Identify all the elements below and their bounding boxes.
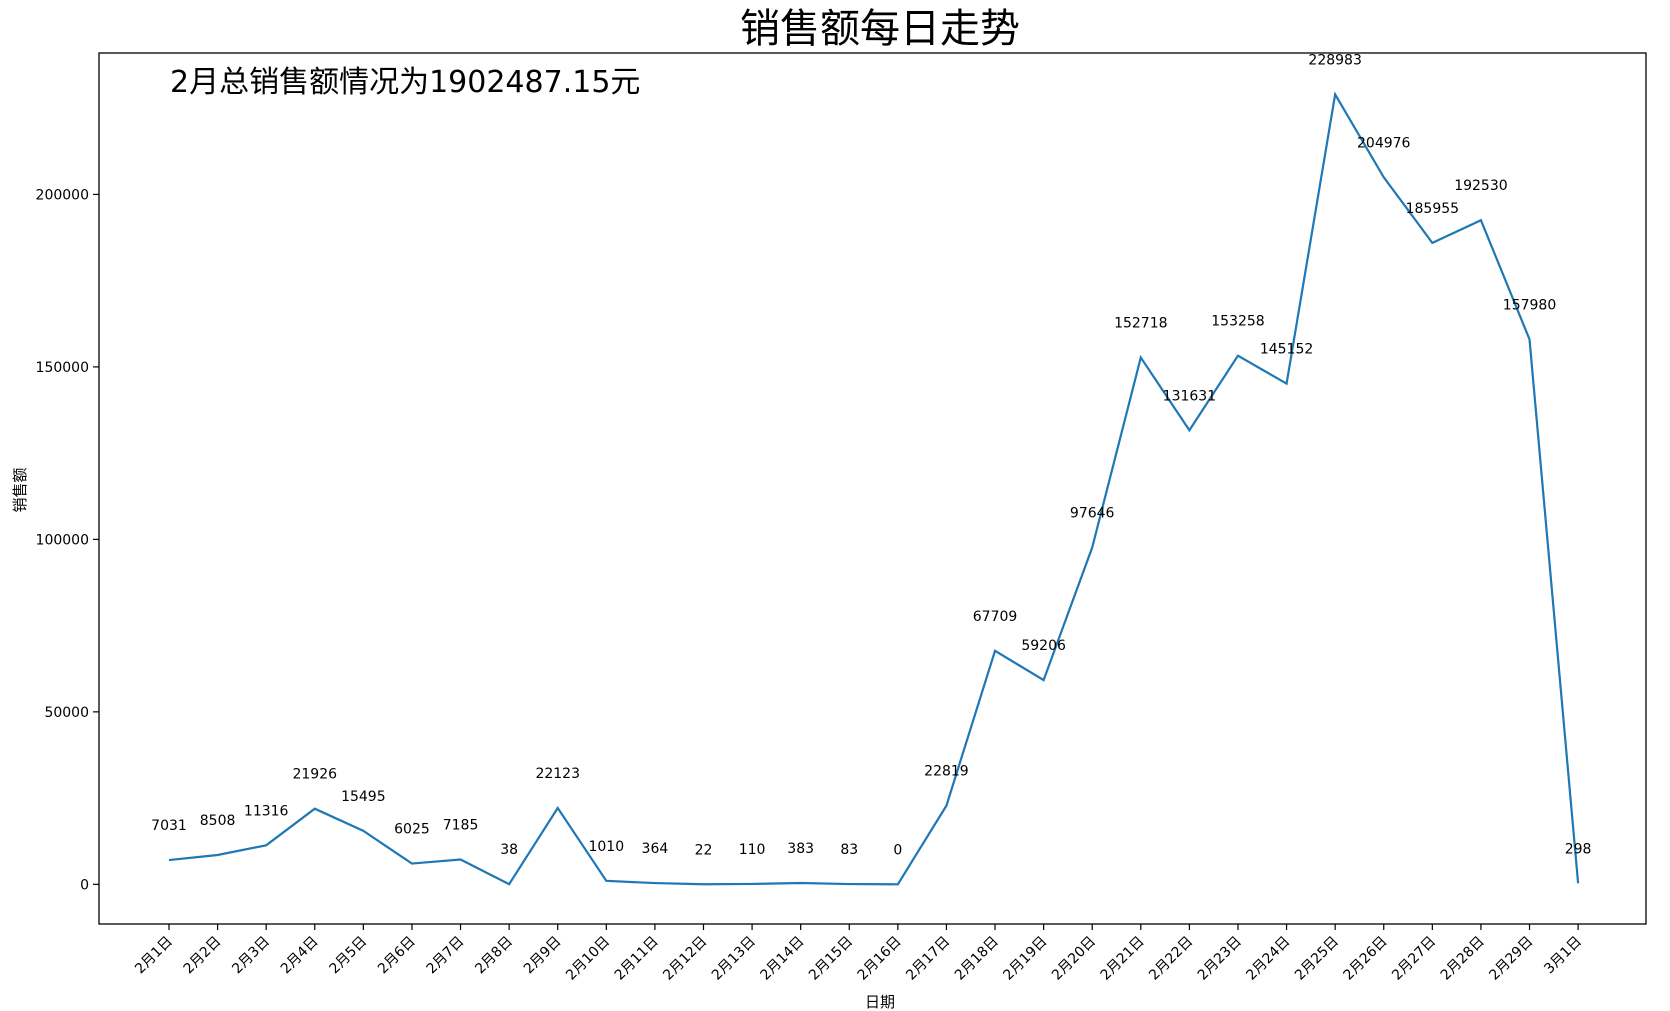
data-point-label: 7185	[443, 818, 479, 834]
x-tick-label: 2月7日	[424, 934, 468, 978]
series-line	[168, 91, 1580, 886]
y-tick-label: 150000	[36, 360, 89, 376]
y-tick-label: 50000	[44, 705, 89, 721]
chart-title: 销售额每日走势	[740, 6, 1020, 52]
data-point-label: 59206	[1021, 638, 1066, 654]
data-point-label: 21926	[292, 767, 337, 783]
x-tick-label: 2月26日	[1341, 934, 1391, 984]
x-tick-label: 2月28日	[1438, 934, 1488, 984]
data-point-label: 8508	[200, 813, 236, 829]
y-tick-label: 100000	[36, 532, 89, 548]
data-point-label: 11316	[244, 803, 289, 819]
x-axis-label: 日期	[865, 993, 895, 1011]
data-point-label: 131631	[1163, 388, 1216, 404]
data-point-label: 15495	[341, 789, 386, 805]
x-tick-label: 2月11日	[612, 934, 662, 984]
y-axis-label: 销售额	[11, 467, 29, 512]
data-point-label: 192530	[1454, 178, 1507, 194]
total-sales-annotation: 2月总销售额情况为1902487.15元	[170, 65, 640, 100]
data-point-label: 298	[1565, 841, 1592, 857]
x-tick-label: 2月1日	[132, 934, 176, 978]
data-point-label: 1010	[588, 839, 624, 855]
x-tick-label: 2月10日	[563, 934, 613, 984]
data-point-label: 22819	[924, 764, 969, 780]
data-point-label: 83	[840, 842, 858, 858]
data-point-label: 38	[500, 842, 518, 858]
x-tick-label: 2月24日	[1243, 934, 1293, 984]
data-point-label: 0	[893, 842, 902, 858]
x-tick-label: 2月14日	[757, 934, 807, 984]
x-tick-label: 2月2日	[181, 934, 225, 978]
x-tick-label: 2月15日	[806, 934, 856, 984]
x-tick-label: 2月20日	[1049, 934, 1099, 984]
x-tick-label: 2月22日	[1146, 934, 1196, 984]
x-tick-label: 2月27日	[1389, 934, 1439, 984]
data-point-label: 145152	[1260, 342, 1313, 358]
x-tick-label: 2月5日	[326, 934, 370, 978]
plot-frame	[98, 52, 1647, 925]
data-point-label: 383	[787, 841, 814, 857]
x-tick-label: 2月13日	[709, 934, 759, 984]
data-point-label: 364	[642, 841, 669, 857]
data-point-label: 22	[695, 842, 713, 858]
data-point-label: 67709	[973, 609, 1018, 625]
x-tick-label: 2月8日	[472, 934, 516, 978]
data-point-label: 228983	[1308, 52, 1361, 68]
x-tick-label: 2月6日	[375, 934, 419, 978]
x-tick-label: 2月25日	[1292, 934, 1342, 984]
x-tick-label: 2月23日	[1195, 934, 1245, 984]
x-tick-label: 2月29日	[1486, 934, 1536, 984]
data-point-label: 152718	[1114, 316, 1167, 332]
x-tick-label: 2月4日	[278, 934, 322, 978]
data-point-label: 97646	[1070, 506, 1115, 522]
data-point-label: 157980	[1503, 297, 1556, 313]
x-tick-label: 3月1日	[1541, 934, 1585, 978]
x-tick-label: 2月19日	[1000, 934, 1050, 984]
data-point-label: 7031	[151, 818, 187, 834]
x-tick-label: 2月17日	[903, 934, 953, 984]
x-tick-label: 2月21日	[1098, 934, 1148, 984]
data-point-label: 6025	[394, 822, 430, 838]
x-tick-label: 2月9日	[521, 934, 565, 978]
data-point-label: 185955	[1406, 201, 1459, 217]
y-tick-label: 200000	[36, 187, 89, 203]
y-axis-ticks: 0 50000 100000 150000 200000	[36, 187, 99, 893]
data-point-label: 22123	[535, 766, 580, 782]
y-tick-label: 0	[80, 877, 89, 893]
data-point-label: 153258	[1211, 314, 1264, 330]
x-tick-label: 2月16日	[855, 934, 905, 984]
x-tick-label: 2月18日	[952, 934, 1002, 984]
x-tick-label: 2月3日	[229, 934, 273, 978]
data-point-label: 204976	[1357, 135, 1411, 151]
x-tick-label: 2月12日	[660, 934, 710, 984]
data-point-label: 110	[739, 842, 766, 858]
x-axis-ticks: 2月1日 2月2日 2月3日 2月4日 2月5日 2月6日 2月7日 2月8日 2月9日2月10…	[132, 924, 1585, 984]
